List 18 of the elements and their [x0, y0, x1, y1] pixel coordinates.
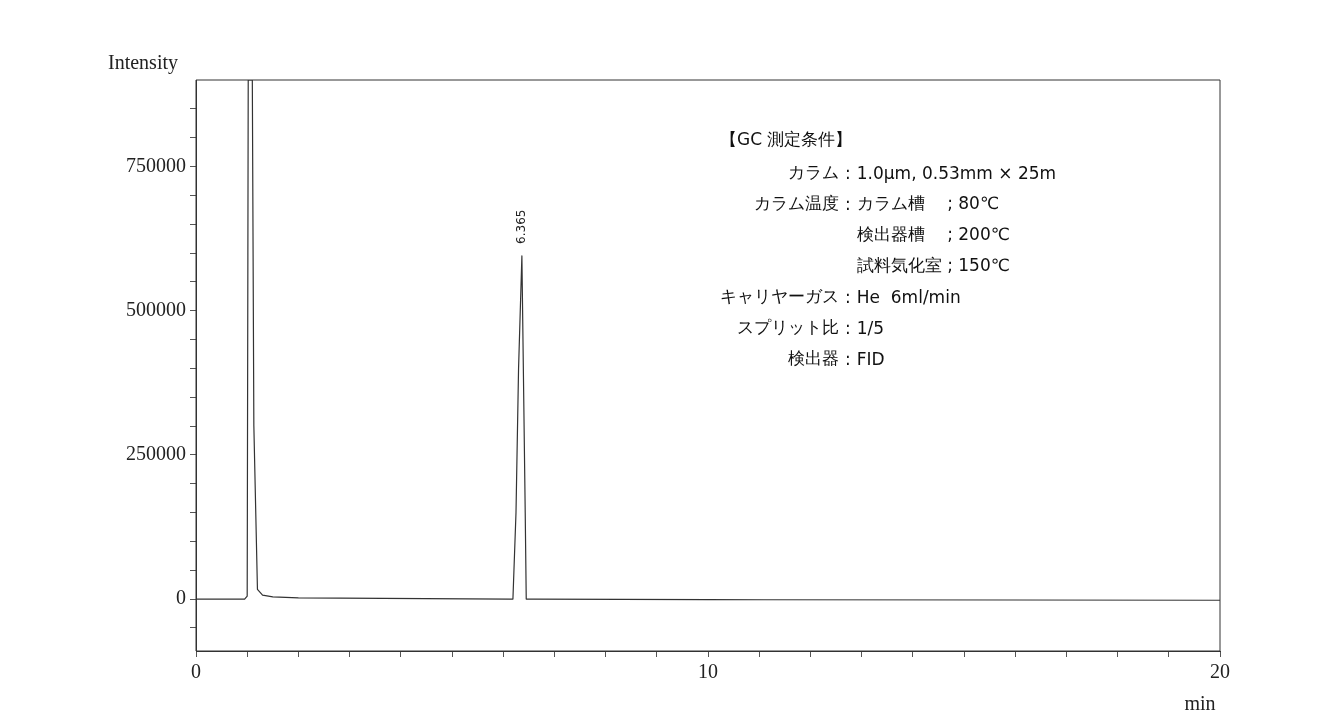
y-tick-label: 250000 — [126, 442, 186, 465]
y-tick-label: 500000 — [126, 297, 186, 320]
annotation: 6.365 — [514, 209, 529, 244]
x-tick-label: 0 — [191, 660, 201, 683]
annotation: 検出器槽 ; 200℃ — [856, 223, 1011, 246]
y-axis-title: Intensity — [108, 51, 178, 75]
annotation: 【GC 測定条件】 — [720, 128, 854, 151]
annotation: キャリヤーガス : He 6ml/min — [720, 285, 962, 309]
x-tick-label: 20 — [1210, 660, 1230, 683]
x-tick-label: 10 — [698, 660, 718, 683]
annotation: カラム温度 : カラム槽 ; 80℃ — [753, 192, 1000, 216]
annotation: 検出器 : FID — [787, 347, 886, 371]
y-tick-label: 0 — [176, 586, 186, 609]
annotation: カラム : 1.0μm, 0.53mm × 25m — [787, 161, 1057, 185]
annotation: スプリット比 : 1/5 — [736, 316, 886, 340]
annotation: 試料気化室 ; 150℃ — [856, 254, 1011, 277]
x-axis-title: min — [1184, 692, 1216, 715]
y-tick-label: 750000 — [126, 153, 186, 176]
